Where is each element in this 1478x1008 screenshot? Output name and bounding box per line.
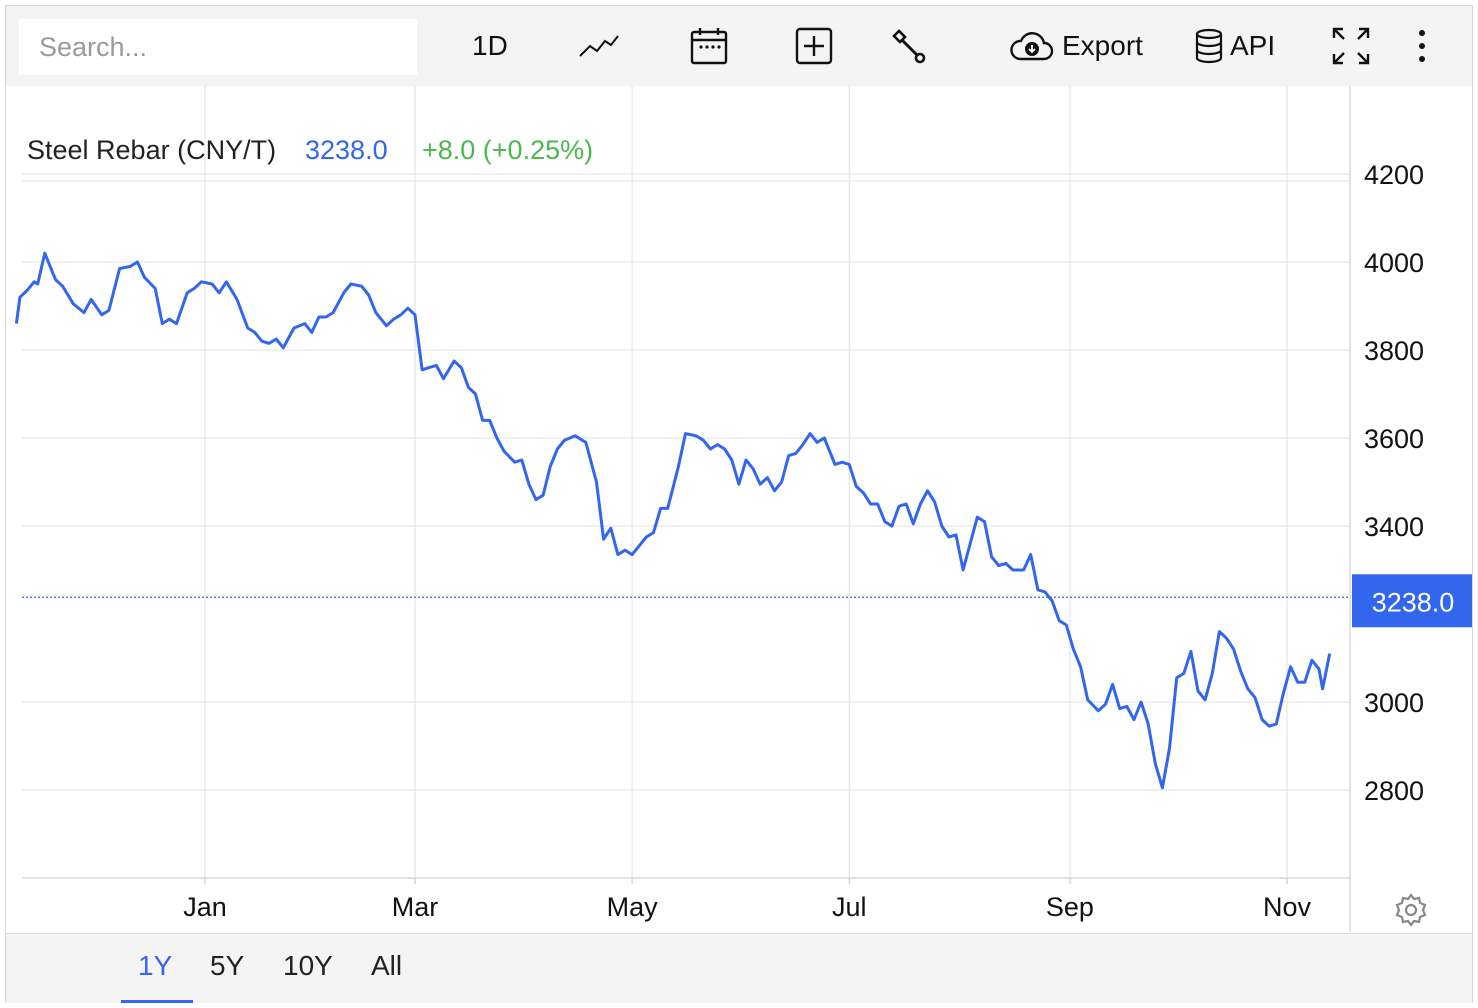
search-input[interactable]	[19, 19, 417, 75]
legend-last-value: 3238.0	[305, 135, 388, 165]
series-line	[14, 251, 1332, 790]
interval-button[interactable]: 1D	[472, 20, 508, 72]
chart-grid	[22, 86, 1350, 878]
range-tab-5y[interactable]: 5Y	[210, 950, 245, 981]
last-price-tag: 3238.0	[1352, 574, 1472, 628]
api-label: API	[1230, 30, 1276, 61]
fullscreen-button[interactable]	[1331, 20, 1371, 72]
more-vertical-icon	[1416, 28, 1428, 64]
export-label: Export	[1062, 30, 1143, 61]
x-tick-label: Nov	[1263, 892, 1312, 922]
gear-icon	[1393, 893, 1429, 932]
range-tab-all[interactable]: All	[371, 950, 403, 981]
export-button[interactable]: Export	[1008, 20, 1143, 72]
y-tick-label: 3400	[1364, 512, 1424, 542]
chart-type-button[interactable]	[578, 20, 620, 72]
x-tick-label: Jul	[832, 892, 867, 922]
cloud-download-icon	[1008, 29, 1054, 63]
y-tick-label: 4000	[1364, 248, 1424, 278]
toolbar: 1D Export	[6, 6, 1472, 86]
price-chart[interactable]: 4200 4000 3800 3600 3400 3000 2800 Jan Mar May Ju…	[6, 86, 1472, 932]
range-tab-1y[interactable]: 1Y	[138, 950, 173, 981]
chart-settings-button[interactable]	[1393, 892, 1429, 933]
line-chart-icon	[578, 31, 620, 61]
x-tick-label: Sep	[1046, 892, 1094, 922]
add-box-icon	[795, 27, 833, 65]
active-range-indicator	[121, 1000, 193, 1003]
last-price-tag-label: 3238.0	[1372, 587, 1455, 617]
wrench-icon	[888, 26, 928, 66]
y-tick-label: 3800	[1364, 336, 1424, 366]
legend-change: +8.0 (+0.25%)	[422, 135, 593, 165]
x-axis: Jan Mar May Jul Sep Nov	[22, 877, 1350, 922]
range-tab-10y[interactable]: 10Y	[283, 950, 333, 981]
x-tick-label: Jan	[183, 892, 227, 922]
y-tick-label: 3000	[1364, 688, 1424, 718]
legend-series-name: Steel Rebar (CNY/T)	[27, 135, 276, 165]
range-selector: 1Y 5Y 10Y All	[6, 933, 1472, 1003]
database-icon	[1194, 28, 1224, 64]
y-tick-label: 4200	[1364, 160, 1424, 190]
add-indicator-button[interactable]	[795, 20, 833, 72]
x-tick-label: Mar	[392, 892, 439, 922]
settings-tools-button[interactable]	[888, 20, 928, 72]
x-tick-label: May	[607, 892, 659, 922]
interval-label: 1D	[472, 30, 508, 61]
calendar-icon	[690, 26, 728, 66]
calendar-button[interactable]	[690, 20, 728, 72]
fullscreen-icon	[1331, 26, 1371, 66]
y-axis: 4200 4000 3800 3600 3400 3000 2800	[1349, 86, 1424, 932]
y-tick-label: 2800	[1364, 776, 1424, 806]
chart-legend: Steel Rebar (CNY/T) 3238.0 +8.0 (+0.25%)	[27, 135, 593, 165]
y-tick-label: 3600	[1364, 424, 1424, 454]
more-menu-button[interactable]	[1416, 20, 1428, 72]
chart-widget: 1D Export	[5, 5, 1473, 1003]
last-price-tag-bg	[1352, 574, 1472, 628]
api-button[interactable]: API	[1194, 20, 1275, 72]
